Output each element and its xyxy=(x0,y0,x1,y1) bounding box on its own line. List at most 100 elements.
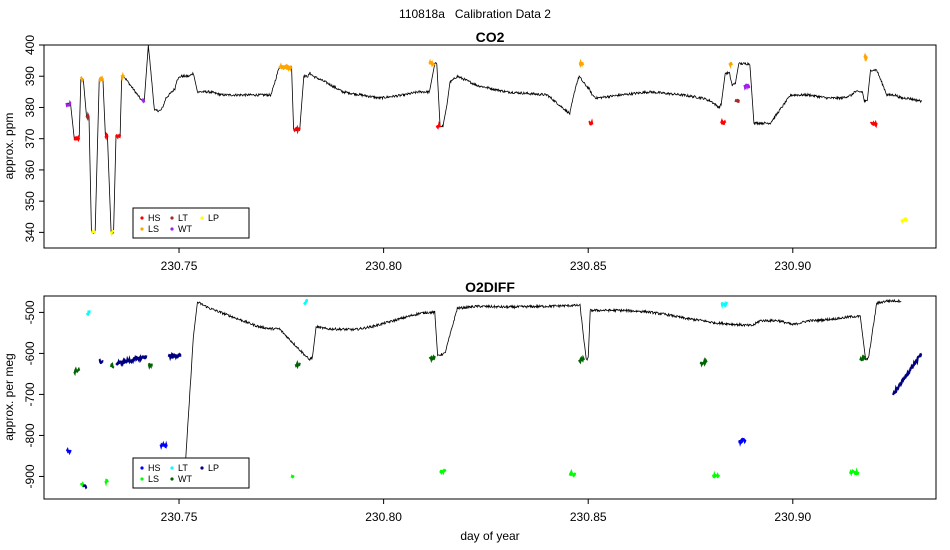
co2-x-ticks: 230.75 230.80 230.85 230.90 xyxy=(161,248,811,273)
o2diff-calibration-wt xyxy=(294,359,301,370)
co2-calibration-lt xyxy=(85,111,90,122)
o2diff-calibration-lt xyxy=(303,298,309,306)
co2-calibration-hs xyxy=(869,119,878,129)
o2diff-calibration-lt xyxy=(720,300,729,309)
o2diff-calibration-ls xyxy=(568,468,577,478)
x-axis-label: day of year xyxy=(460,529,519,543)
co2-calibration-ls xyxy=(98,75,104,83)
co2-y-ticks: 340 350 360 370 380 390 400 xyxy=(23,35,44,242)
o2diff-y-tick-label: -800 xyxy=(23,423,37,447)
o2diff-plot-frame xyxy=(43,295,937,500)
co2-y-tick-label: 350 xyxy=(23,191,37,211)
co2-legend-swatch xyxy=(170,216,174,220)
co2-panel-title: CO2 xyxy=(476,29,505,45)
o2diff-calibration-lp xyxy=(892,352,923,396)
co2-calibration-hs xyxy=(435,120,442,130)
figure-title: 110818a Calibration Data 2 xyxy=(399,7,551,21)
o2diff-calibration-wt xyxy=(578,354,586,365)
co2-panel: CO2 approx. ppm 340 350 360 370 380 390 400 23… xyxy=(2,29,937,273)
co2-calibration-lp xyxy=(900,217,909,224)
co2-y-tick-label: 370 xyxy=(23,128,37,148)
o2diff-data-layer xyxy=(65,298,923,490)
o2diff-calibration-hs xyxy=(159,440,168,450)
co2-calibration-hs xyxy=(588,118,594,126)
o2diff-y-tick-label: -600 xyxy=(23,341,37,365)
co2-calibration-hs xyxy=(293,124,301,135)
co2-x-tick-label: 230.85 xyxy=(570,259,607,273)
co2-calibration-hs xyxy=(104,131,109,141)
co2-legend-label: LS xyxy=(148,224,159,234)
o2diff-calibration-ls xyxy=(849,467,860,477)
o2diff-x-tick-label: 230.75 xyxy=(161,510,198,524)
o2diff-legend-label: LS xyxy=(148,474,159,484)
o2diff-panel-title: O2DIFF xyxy=(465,279,515,295)
co2-x-tick-label: 230.90 xyxy=(774,259,811,273)
o2diff-calibration-ls xyxy=(711,470,721,479)
o2diff-calibration-wt xyxy=(859,354,867,362)
o2diff-x-tick-label: 230.80 xyxy=(365,510,402,524)
o2diff-y-tick-label: -500 xyxy=(23,300,37,324)
o2diff-legend-label: LP xyxy=(208,463,219,473)
co2-legend-label: WT xyxy=(178,224,192,234)
o2diff-legend-swatch xyxy=(140,477,144,481)
co2-y-tick-label: 400 xyxy=(23,35,37,55)
o2diff-legend-box xyxy=(132,457,250,489)
co2-calibration-hs xyxy=(73,134,81,143)
co2-y-tick-label: 380 xyxy=(23,97,37,117)
o2diff-legend-label: HS xyxy=(148,463,161,473)
co2-trace-line xyxy=(66,45,923,235)
o2diff-x-tick-label: 230.85 xyxy=(570,510,607,524)
co2-calibration-wt xyxy=(65,99,72,108)
co2-calibration-ls xyxy=(278,62,293,73)
o2diff-calibration-wt xyxy=(110,362,115,369)
o2diff-y-tick-label: -900 xyxy=(23,464,37,488)
o2diff-calibration-lt xyxy=(85,309,91,317)
co2-legend-swatch xyxy=(140,227,144,231)
co2-calibration-wt xyxy=(743,83,751,91)
o2diff-calibration-wt xyxy=(73,366,81,377)
co2-calibration-lp xyxy=(90,229,97,234)
co2-plot-frame xyxy=(43,44,937,249)
o2diff-calibration-ls xyxy=(439,468,447,476)
co2-legend-label: LP xyxy=(208,213,219,223)
co2-calibration-ls xyxy=(428,58,436,68)
o2diff-calibration-hs xyxy=(738,437,747,447)
co2-calibration-ls xyxy=(578,58,585,69)
co2-legend-swatch xyxy=(200,216,204,220)
o2diff-legend-swatch xyxy=(140,466,144,470)
co2-calibration-ls xyxy=(728,61,734,69)
co2-y-tick-label: 340 xyxy=(23,222,37,242)
o2diff-x-ticks: 230.75 230.80 230.85 230.90 xyxy=(161,499,811,524)
o2diff-calibration-ls xyxy=(79,480,85,488)
o2diff-panel: O2DIFF approx. per meg day of year -500 -… xyxy=(2,279,937,543)
o2diff-calibration-lp xyxy=(98,358,104,365)
o2diff-y-tick-label: -700 xyxy=(23,382,37,406)
co2-legend-label: HS xyxy=(148,213,161,223)
co2-legend-swatch xyxy=(170,227,174,231)
co2-y-axis-label: approx. ppm xyxy=(2,113,16,180)
o2diff-legend-swatch xyxy=(170,466,174,470)
o2diff-calibration-lp xyxy=(167,351,182,362)
co2-data-layer xyxy=(65,45,923,238)
o2diff-legend-swatch xyxy=(200,466,204,470)
o2diff-calibration-wt xyxy=(147,362,153,370)
co2-calibration-hs xyxy=(115,133,122,140)
o2diff-y-axis-label: approx. per meg xyxy=(2,353,16,440)
co2-legend-label: LT xyxy=(178,213,188,223)
co2-calibration-lt xyxy=(734,98,740,103)
o2diff-calibration-wt xyxy=(699,357,708,368)
co2-x-tick-label: 230.80 xyxy=(365,259,402,273)
co2-calibration-ls xyxy=(120,71,125,82)
co2-y-tick-label: 390 xyxy=(23,66,37,86)
o2diff-calibration-lp xyxy=(82,484,88,490)
o2diff-x-tick-label: 230.90 xyxy=(774,510,811,524)
o2diff-calibration-ls xyxy=(290,474,295,479)
o2diff-legend-swatch xyxy=(170,477,174,481)
co2-calibration-ls xyxy=(79,75,84,83)
co2-legend-box xyxy=(132,207,250,239)
o2diff-legend-label: LT xyxy=(178,463,188,473)
co2-calibration-hs xyxy=(720,117,727,125)
o2diff-calibration-wt xyxy=(428,354,436,364)
co2-calibration-wt xyxy=(141,97,146,103)
